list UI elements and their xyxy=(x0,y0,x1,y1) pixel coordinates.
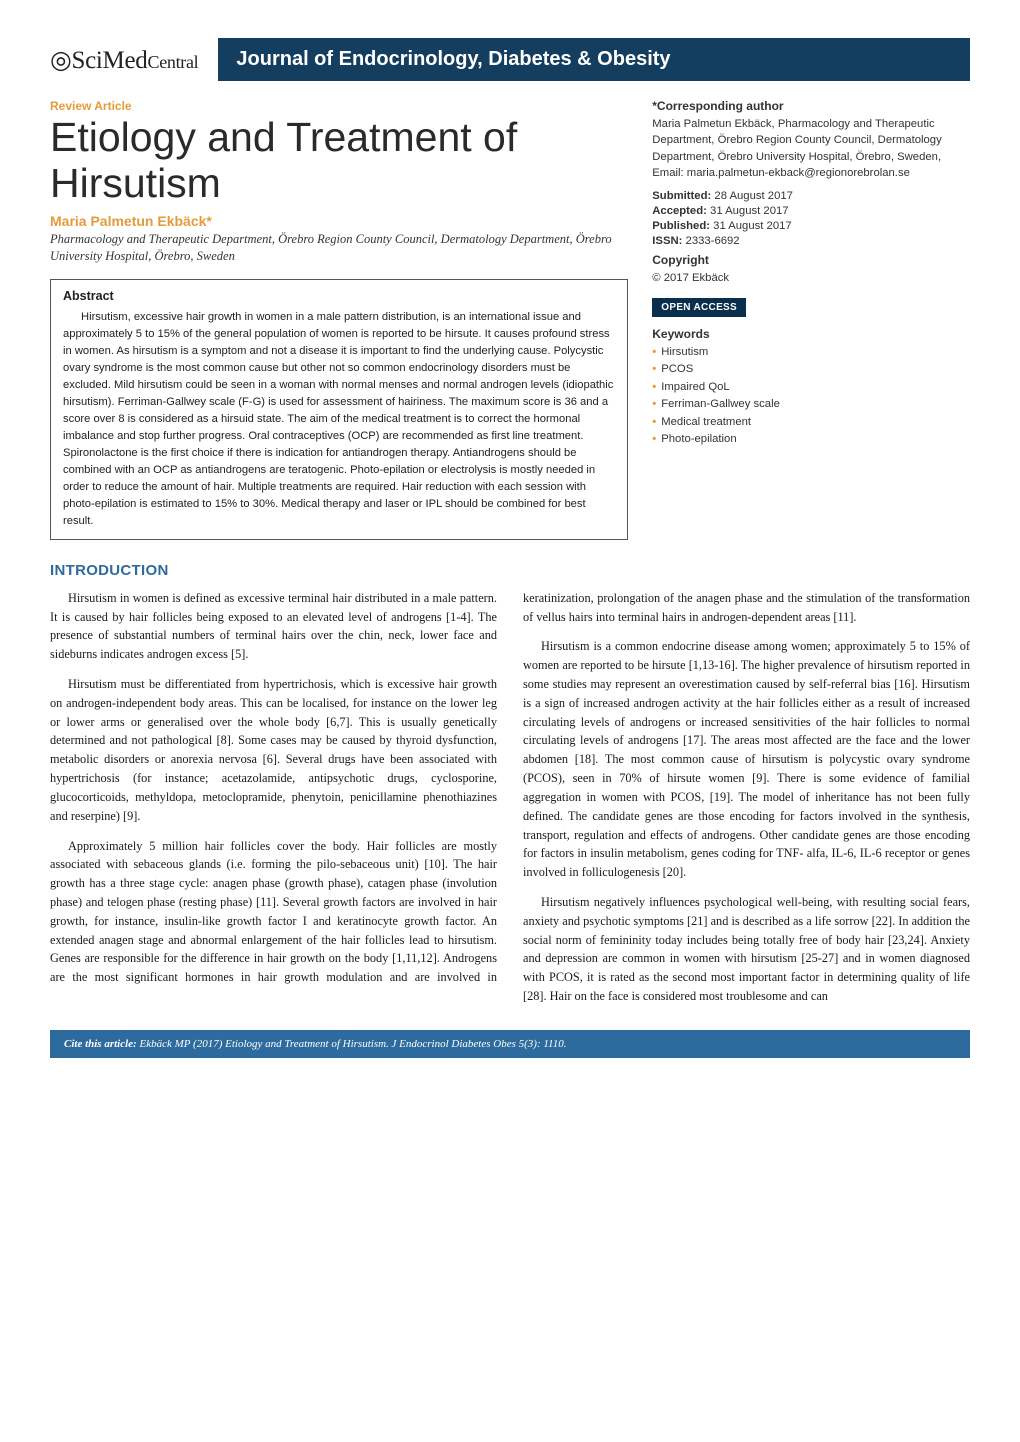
keywords-list: Hirsutism PCOS Impaired QoL Ferriman-Gal… xyxy=(652,344,970,449)
header-block: Review Article Etiology and Treatment of… xyxy=(50,99,970,540)
published-line: Published: 31 August 2017 xyxy=(652,220,970,232)
abstract-box: Abstract Hirsutism, excessive hair growt… xyxy=(50,279,628,540)
keywords-heading: Keywords xyxy=(652,327,970,341)
accepted-line: Accepted: 31 August 2017 xyxy=(652,205,970,217)
submitted-label: Submitted: xyxy=(652,190,711,202)
cite-label: Cite this article: xyxy=(64,1038,137,1050)
submitted-value: 28 August 2017 xyxy=(714,190,793,202)
introduction-heading: INTRODUCTION xyxy=(50,562,970,579)
published-label: Published: xyxy=(652,220,710,232)
keyword-item: Hirsutism xyxy=(652,344,970,362)
logo-suffix: Central xyxy=(148,52,199,72)
title-column: Review Article Etiology and Treatment of… xyxy=(50,99,628,540)
corr-author-heading: *Corresponding author xyxy=(652,99,970,113)
cite-text: Ekbäck MP (2017) Etiology and Treatment … xyxy=(139,1038,566,1050)
cite-this-article: Cite this article: Ekbäck MP (2017) Etio… xyxy=(50,1030,970,1058)
journal-title-bar: Journal of Endocrinology, Diabetes & Obe… xyxy=(218,38,970,81)
logo-prefix: ◎SciMed xyxy=(50,47,148,74)
article-type: Review Article xyxy=(50,99,628,113)
published-value: 31 August 2017 xyxy=(713,220,792,232)
author-affiliation: Pharmacology and Therapeutic Department,… xyxy=(50,231,628,265)
body-para: Hirsutism must be differentiated from hy… xyxy=(50,675,497,826)
publisher-logo: ◎SciMedCentral xyxy=(50,45,198,75)
article-title: Etiology and Treatment of Hirsutism xyxy=(50,115,628,207)
metadata-column: *Corresponding author Maria Palmetun Ekb… xyxy=(652,99,970,540)
keyword-item: Medical treatment xyxy=(652,414,970,432)
body-text: Hirsutism in women is defined as excessi… xyxy=(50,589,970,1006)
issn-value: 2333-6692 xyxy=(686,235,740,247)
keyword-item: Ferriman-Gallwey scale xyxy=(652,396,970,414)
keyword-item: Impaired QoL xyxy=(652,379,970,397)
abstract-text: Hirsutism, excessive hair growth in wome… xyxy=(63,309,615,530)
body-para: Hirsutism is a common endocrine disease … xyxy=(523,637,970,882)
author-name: Maria Palmetun Ekbäck* xyxy=(50,213,628,229)
open-access-badge: OPEN ACCESS xyxy=(652,298,746,317)
accepted-label: Accepted: xyxy=(652,205,707,217)
abstract-heading: Abstract xyxy=(63,289,615,303)
keyword-item: Photo-epilation xyxy=(652,431,970,449)
copyright-value: © 2017 Ekbäck xyxy=(652,270,970,286)
copyright-heading: Copyright xyxy=(652,253,970,267)
issn-label: ISSN: xyxy=(652,235,682,247)
body-para: Hirsutism negatively influences psycholo… xyxy=(523,893,970,1006)
corr-author-text: Maria Palmetun Ekbäck, Pharmacology and … xyxy=(652,116,970,182)
accepted-value: 31 August 2017 xyxy=(710,205,789,217)
body-para: Hirsutism in women is defined as excessi… xyxy=(50,589,497,664)
keyword-item: PCOS xyxy=(652,361,970,379)
masthead: ◎SciMedCentral Journal of Endocrinology,… xyxy=(50,38,970,81)
issn-line: ISSN: 2333-6692 xyxy=(652,235,970,247)
submitted-line: Submitted: 28 August 2017 xyxy=(652,190,970,202)
